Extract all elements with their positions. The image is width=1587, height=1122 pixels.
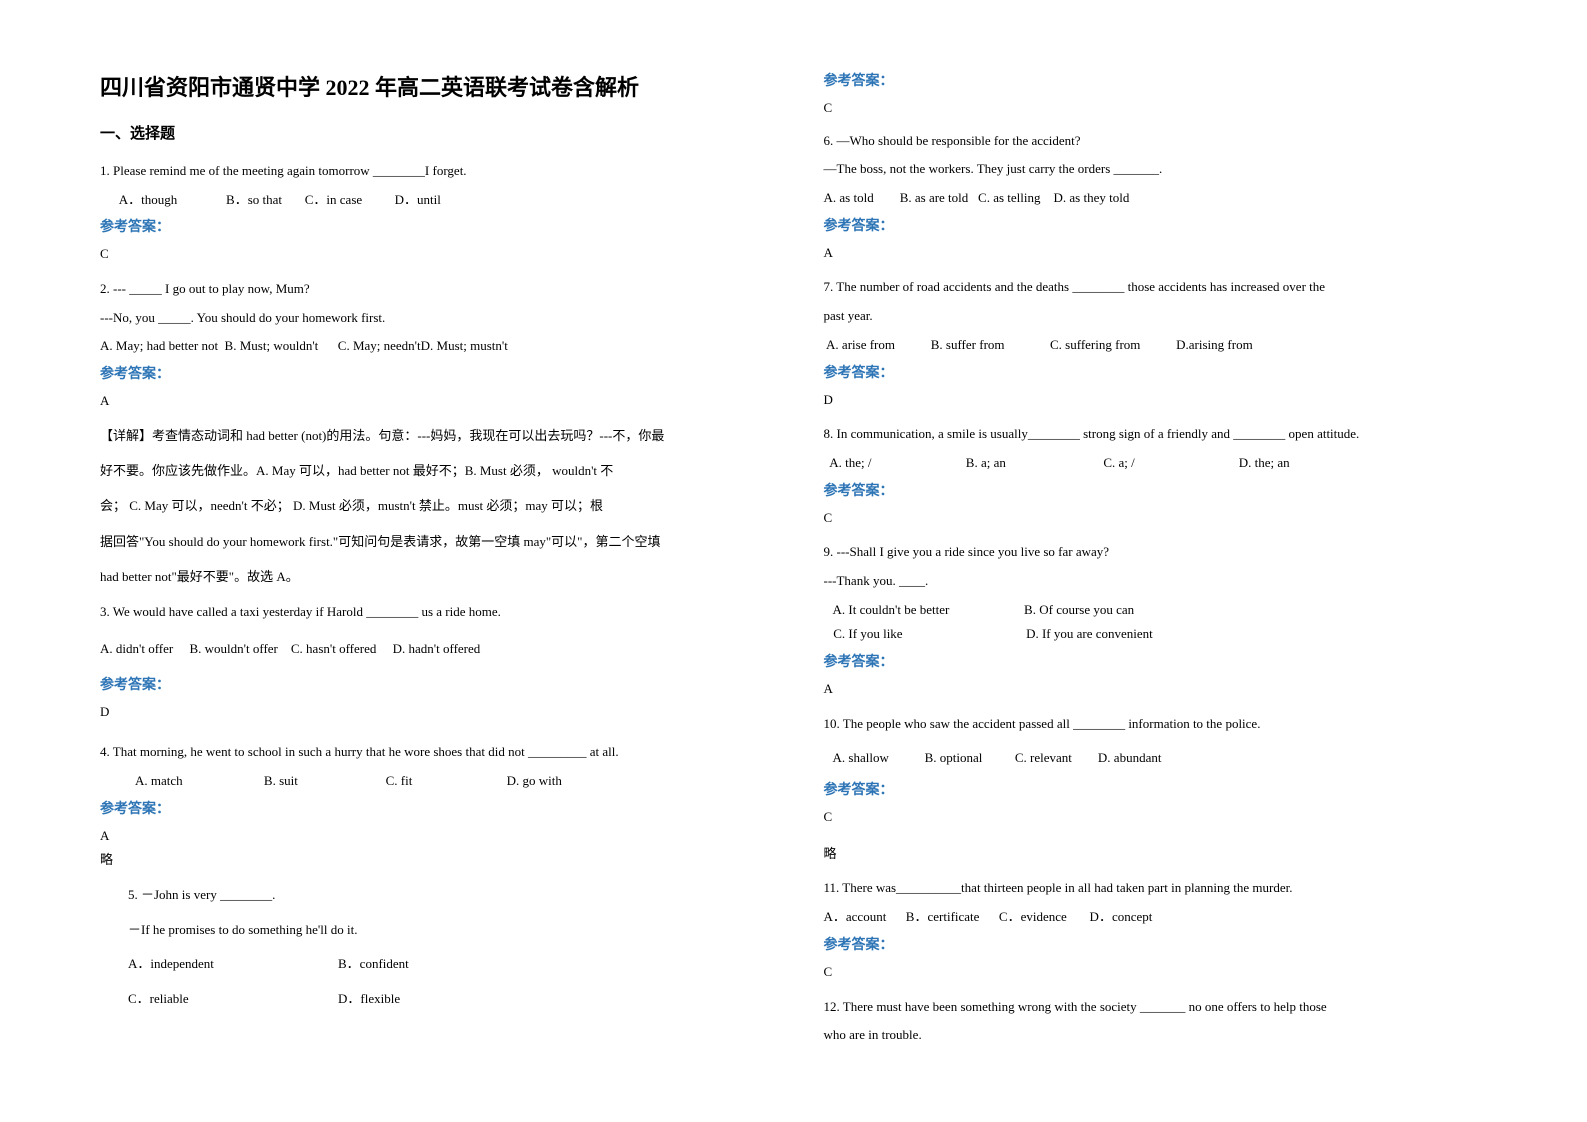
q5-line2: －If he promises to do something he'll do…	[128, 918, 764, 943]
q11-answer: C	[824, 960, 1488, 985]
question-5: 5. －John is very ________. －If he promis…	[100, 883, 764, 1012]
q9-line3: A. It couldn't be better B. Of course yo…	[824, 602, 1135, 617]
question-11: 11. There was__________that thirteen peo…	[824, 876, 1488, 992]
q9-line4: C. If you like D. If you are convenient	[824, 626, 1153, 641]
q2-line1: 2. --- _____ I go out to play now, Mum?	[100, 277, 764, 302]
answer-label: 参考答案：	[824, 651, 1488, 671]
answer-label: 参考答案：	[824, 215, 1488, 235]
q1-text: 1. Please remind me of the meeting again…	[100, 159, 764, 184]
left-column: 四川省资阳市通贤中学 2022 年高二英语联考试卷含解析 一、选择题 1. Pl…	[100, 70, 764, 1052]
q5-opt-a: A．independent	[128, 952, 338, 977]
q1-options: A．though B．so that C．in case D．until	[100, 192, 441, 207]
q3-text: 3. We would have called a taxi yesterday…	[100, 600, 764, 625]
q4-answer: A	[100, 824, 764, 849]
q4-omit: 略	[100, 848, 764, 873]
q3-options: A. didn't offer B. wouldn't offer C. has…	[100, 641, 480, 656]
q2-explanation-1: 【详解】考查情态动词和 had better (not)的用法。句意：---妈妈…	[100, 422, 764, 449]
question-6: 6. —Who should be responsible for the ac…	[824, 129, 1488, 274]
q7-options: A. arise from B. suffer from C. sufferin…	[824, 337, 1253, 352]
q5-opt-c: C．reliable	[128, 987, 338, 1012]
q5-opt-d: D．flexible	[338, 987, 400, 1012]
q6-answer: A	[824, 241, 1488, 266]
answer-label: 参考答案：	[824, 362, 1488, 382]
q11-options: A．account B．certificate C．evidence D．con…	[824, 909, 1153, 924]
q5-line1: 5. －John is very ________.	[128, 883, 764, 908]
answer-label: 参考答案：	[100, 674, 764, 694]
answer-label: 参考答案：	[824, 934, 1488, 954]
answer-label: 参考答案：	[100, 363, 764, 383]
q2-explanation-2: 好不要。你应该先做作业。A. May 可以，had better not 最好不…	[100, 457, 764, 484]
answer-label: 参考答案：	[824, 480, 1488, 500]
q2-options: A. May; had better not B. Must; wouldn't…	[100, 338, 508, 353]
question-4: 4. That morning, he went to school in su…	[100, 740, 764, 881]
question-8: 8. In communication, a smile is usually_…	[824, 422, 1488, 538]
q11-text: 11. There was__________that thirteen peo…	[824, 876, 1488, 901]
q8-answer: C	[824, 506, 1488, 531]
answer-label: 参考答案：	[824, 70, 1488, 90]
q9-answer: A	[824, 677, 1488, 702]
q2-explanation-4: 据回答"You should do your homework first."可…	[100, 528, 764, 555]
question-9: 9. ---Shall I give you a ride since you …	[824, 540, 1488, 709]
question-12: 12. There must have been something wrong…	[824, 995, 1488, 1052]
q10-options: A. shallow B. optional C. relevant D. ab…	[824, 750, 1162, 765]
q7-line1: 7. The number of road accidents and the …	[824, 275, 1488, 300]
question-10: 10. The people who saw the accident pass…	[824, 712, 1488, 875]
q8-options: A. the; / B. a; an C. a; / D. the; an	[824, 455, 1290, 470]
q12-line1: 12. There must have been something wrong…	[824, 995, 1488, 1020]
question-2: 2. --- _____ I go out to play now, Mum? …	[100, 277, 764, 598]
q9-line2: ---Thank you. ____.	[824, 569, 1488, 594]
q10-omit: 略	[824, 842, 1488, 867]
answer-label: 参考答案：	[100, 216, 764, 236]
question-7: 7. The number of road accidents and the …	[824, 275, 1488, 420]
q10-answer: C	[824, 805, 1488, 830]
q4-text: 4. That morning, he went to school in su…	[100, 740, 764, 765]
q2-explanation-3: 会； C. May 可以，needn't 不必； D. Must 必须，must…	[100, 492, 764, 519]
section-heading: 一、选择题	[100, 122, 764, 143]
answer-label: 参考答案：	[100, 798, 764, 818]
question-1: 1. Please remind me of the meeting again…	[100, 159, 764, 275]
q2-explanation-5: had better not"最好不要"。故选 A。	[100, 563, 764, 590]
q3-answer: D	[100, 700, 764, 725]
answer-label: 参考答案：	[824, 779, 1488, 799]
q6-line2: —The boss, not the workers. They just ca…	[824, 157, 1488, 182]
q7-answer: D	[824, 388, 1488, 413]
q2-answer: A	[100, 389, 764, 414]
q5-opt-b: B．confident	[338, 952, 409, 977]
q12-line2: who are in trouble.	[824, 1023, 1488, 1048]
question-3: 3. We would have called a taxi yesterday…	[100, 600, 764, 738]
q8-text: 8. In communication, a smile is usually_…	[824, 422, 1488, 447]
q2-line2: ---No, you _____. You should do your hom…	[100, 306, 764, 331]
page-title: 四川省资阳市通贤中学 2022 年高二英语联考试卷含解析	[100, 70, 764, 102]
q6-line1: 6. —Who should be responsible for the ac…	[824, 129, 1488, 154]
q4-options: A. match B. suit C. fit D. go with	[100, 773, 562, 788]
q9-line1: 9. ---Shall I give you a ride since you …	[824, 540, 1488, 565]
q7-line2: past year.	[824, 304, 1488, 329]
q5-answer: C	[824, 96, 1488, 121]
q6-options: A. as told B. as are told C. as telling …	[824, 190, 1130, 205]
right-column: 参考答案： C 6. —Who should be responsible fo…	[824, 70, 1488, 1052]
q10-text: 10. The people who saw the accident pass…	[824, 712, 1488, 737]
q1-answer: C	[100, 242, 764, 267]
